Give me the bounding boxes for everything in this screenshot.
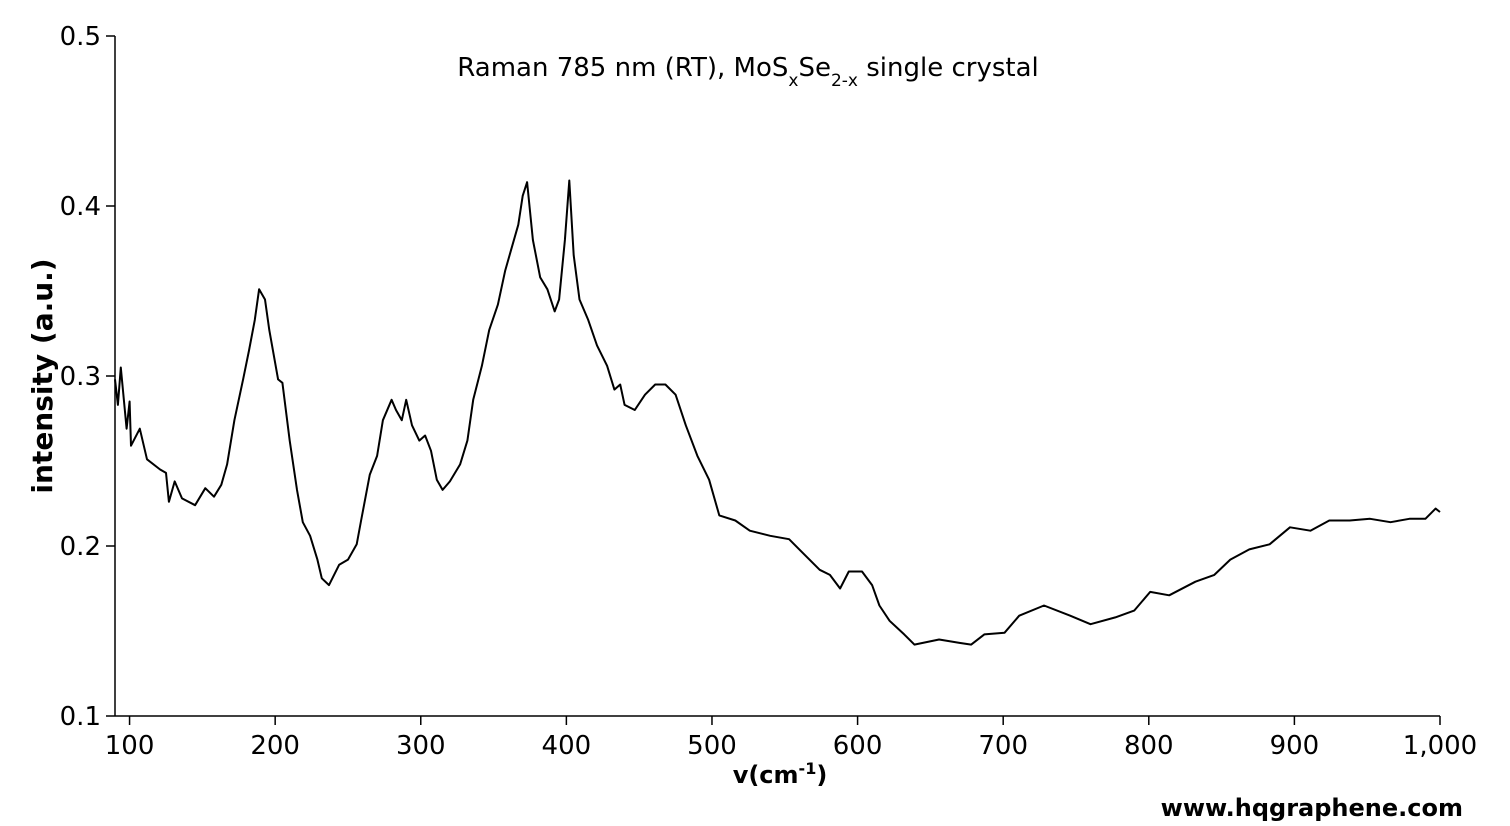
- chart-title: Raman 785 nm (RT), MoSxSe2-x single crys…: [457, 53, 1038, 91]
- text-part: ): [816, 761, 827, 789]
- x-tick-label: 700: [978, 731, 1028, 761]
- text-part: Se: [798, 53, 831, 83]
- x-tick-label: 200: [250, 731, 300, 761]
- x-tick-label: 400: [542, 731, 592, 761]
- x-tick-label: 500: [687, 731, 737, 761]
- y-tick-label: 0.4: [60, 192, 101, 222]
- x-tick-label: 100: [105, 731, 155, 761]
- x-tick-label: 300: [396, 731, 446, 761]
- x-tick-label: 800: [1124, 731, 1174, 761]
- text-part: x: [788, 71, 798, 91]
- y-tick-label: 0.1: [60, 702, 101, 732]
- text-part: v(cm: [733, 761, 799, 789]
- text-part: -1: [799, 759, 817, 778]
- x-tick-label: 900: [1270, 731, 1320, 761]
- x-tick-label: 600: [833, 731, 883, 761]
- y-tick-label: 0.5: [60, 22, 101, 52]
- y-tick-label: 0.2: [60, 532, 101, 562]
- text-part: single crystal: [858, 53, 1039, 83]
- x-axis-label: v(cm-1): [733, 759, 828, 790]
- y-tick-label: 0.3: [60, 362, 101, 392]
- y-axis-label: intensity (a.u.): [26, 258, 59, 493]
- text-part: Raman 785 nm (RT), MoS: [457, 53, 788, 83]
- watermark: www.hqgraphene.com: [1161, 794, 1463, 822]
- spectrum-line: [114, 179, 1441, 646]
- x-tick-label: 1,000: [1403, 731, 1477, 761]
- text-part: 2-x: [831, 71, 858, 91]
